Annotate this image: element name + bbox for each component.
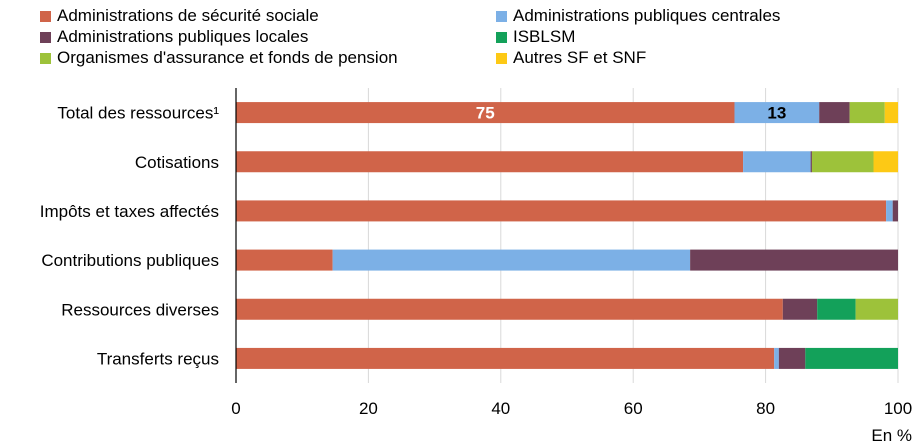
- bar-segment: [819, 102, 850, 124]
- x-tick-label: 80: [756, 399, 775, 418]
- legend-item: ISBLSM: [496, 27, 575, 47]
- bar-segment: [873, 151, 898, 173]
- legend-swatch: [40, 52, 51, 64]
- legend-swatch: [496, 52, 507, 64]
- bar-segment: [805, 347, 898, 369]
- legend-swatch: [496, 10, 507, 22]
- legend-item: Administrations publiques centrales: [496, 6, 780, 26]
- bar-segment: [236, 200, 887, 222]
- x-tick-label: 60: [624, 399, 643, 418]
- bar-segment: [236, 102, 735, 124]
- legend-label: Autres SF et SNF: [513, 48, 647, 67]
- category-label: Cotisations: [135, 153, 219, 172]
- bar-segment: [236, 298, 783, 320]
- data-label: 75: [476, 104, 495, 123]
- legend-label: Organismes d'assurance et fonds de pensi…: [57, 48, 398, 67]
- legend-label: ISBLSM: [513, 27, 576, 46]
- bar-segment: [886, 200, 893, 222]
- legend-label: Administrations publiques centrales: [513, 6, 781, 25]
- bar-segment: [774, 347, 779, 369]
- bar-segment: [855, 298, 898, 320]
- bar-segment: [782, 298, 818, 320]
- bar-segment: [811, 151, 874, 173]
- legend-item: Administrations publiques locales: [40, 27, 308, 47]
- data-label: 13: [767, 104, 786, 123]
- bar-segment: [849, 102, 885, 124]
- category-label: Total des ressources¹: [57, 104, 219, 123]
- x-tick-label: 0: [231, 399, 240, 418]
- x-axis-label: En %: [871, 426, 912, 445]
- legend-label: Administrations publiques locales: [57, 27, 309, 46]
- legend-swatch: [40, 10, 51, 22]
- bar-segment: [892, 200, 898, 222]
- x-tick-label: 20: [359, 399, 378, 418]
- legend-swatch: [40, 31, 51, 43]
- bar-segment: [734, 102, 820, 124]
- legend-item: Autres SF et SNF: [496, 48, 646, 68]
- bar-segment: [236, 347, 775, 369]
- category-label: Transferts reçus: [97, 349, 219, 368]
- category-label: Contributions publiques: [41, 251, 219, 270]
- bar-segment: [743, 151, 811, 173]
- category-label: Impôts et taxes affectés: [40, 202, 219, 221]
- bar-segment: [810, 151, 812, 173]
- legend-swatch: [496, 31, 507, 43]
- category-label: Ressources diverses: [61, 300, 219, 319]
- bar-segment: [817, 298, 856, 320]
- x-tick-label: 40: [491, 399, 510, 418]
- bar-segment: [778, 347, 806, 369]
- bar-segment: [236, 151, 744, 173]
- x-tick-label: 100: [884, 399, 912, 418]
- bar-segment: [236, 249, 333, 271]
- legend-item: Organismes d'assurance et fonds de pensi…: [40, 48, 398, 68]
- bar-segment: [332, 249, 691, 271]
- bar-segment: [884, 102, 898, 124]
- bar-segment: [690, 249, 898, 271]
- legend-label: Administrations de sécurité sociale: [57, 6, 319, 25]
- legend-item: Administrations de sécurité sociale: [40, 6, 319, 26]
